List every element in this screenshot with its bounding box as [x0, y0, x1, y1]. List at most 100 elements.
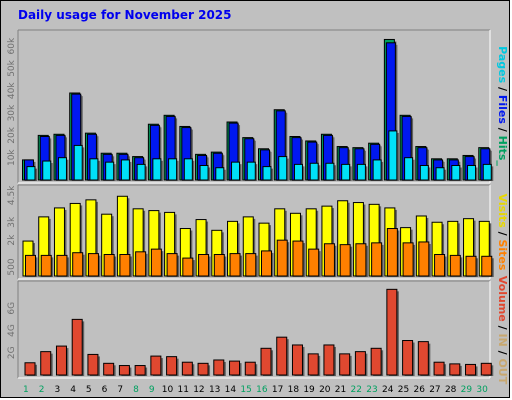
pages-bar-day-18: [293, 163, 303, 181]
sites-bar-day-22: [355, 243, 367, 277]
volume-bar-day-11: [181, 361, 193, 376]
sites-bar-day-17: [276, 239, 288, 277]
pages-bar-day-12: [199, 165, 209, 181]
pages-bar-day-1: [26, 166, 36, 181]
sites-bar-day-27: [434, 254, 446, 277]
panel-volume-ytick-2G: 2G: [7, 346, 17, 359]
day-label-21: 21: [335, 385, 346, 395]
volume-bar-day-2: [40, 351, 52, 376]
day-label-8: 8: [133, 385, 139, 395]
pages-bar-day-27: [435, 167, 445, 181]
day-label-17: 17: [272, 385, 283, 395]
sites-bar-day-28: [449, 254, 461, 277]
panel-hits-ytick-10k: 10k: [7, 149, 17, 166]
day-label-14: 14: [225, 385, 237, 395]
volume-bar-day-5: [87, 353, 99, 376]
pages-bar-day-28: [451, 165, 461, 181]
legend-volume-in-out-part-2: IN: [496, 333, 509, 346]
pages-bar-day-25: [404, 157, 414, 181]
legend-pages-files-hits: Pages / Files / Hits_: [496, 46, 509, 166]
volume-bar-day-8: [134, 365, 146, 376]
day-label-6: 6: [102, 385, 108, 395]
volume-bar-day-16: [260, 347, 272, 376]
volume-bar-day-30: [480, 362, 492, 376]
day-label-25: 25: [398, 385, 409, 395]
day-label-22: 22: [351, 385, 362, 395]
day-label-9: 9: [149, 385, 155, 395]
volume-bar-day-17: [276, 336, 288, 376]
day-label-7: 7: [117, 385, 123, 395]
volume-bar-day-29: [465, 363, 477, 376]
pages-bar-day-11: [183, 158, 193, 181]
panel-hits-ytick-50k: 50k: [7, 59, 17, 76]
pages-bar-day-17: [278, 156, 288, 181]
sites-bar-day-14: [229, 253, 241, 277]
sites-bar-day-30: [481, 255, 493, 277]
panel-hits-ytick-40k: 40k: [7, 82, 17, 99]
sites-bar-day-11: [182, 257, 194, 277]
chart-title: Daily usage for November 2025: [18, 8, 232, 22]
sites-bar-day-25: [402, 242, 414, 277]
day-label-19: 19: [303, 385, 315, 395]
sites-bar-day-7: [119, 254, 131, 277]
sites-bar-day-5: [87, 253, 99, 277]
day-label-11: 11: [177, 385, 188, 395]
sites-bar-day-8: [135, 251, 147, 277]
pages-bar-day-13: [215, 167, 225, 181]
legend-volume-in-out-part-1: /: [496, 322, 509, 334]
day-label-23: 23: [366, 385, 377, 395]
pages-bar-day-14: [231, 161, 241, 181]
day-label-12: 12: [193, 385, 204, 395]
legend-volume-in-out-part-0: Volume: [496, 276, 509, 322]
day-label-20: 20: [319, 385, 331, 395]
sites-bar-day-29: [465, 255, 477, 277]
pages-bar-day-5: [89, 158, 99, 181]
day-label-30: 30: [476, 385, 488, 395]
pages-bar-day-10: [168, 158, 178, 181]
panel-hits-ytick-20k: 20k: [7, 126, 17, 143]
pages-bar-day-8: [136, 163, 146, 181]
volume-bar-day-4: [71, 318, 83, 376]
volume-bar-day-25: [402, 340, 414, 376]
legend-visits-sites: Visits / Sites: [496, 194, 509, 271]
legend-visits-sites-part-0: Visits: [496, 194, 509, 229]
pages-bar-day-23: [372, 159, 382, 181]
sites-bar-day-21: [339, 244, 351, 277]
panel-hits-ytick-60k: 60k: [7, 37, 17, 54]
pages-bar-day-30: [482, 163, 492, 181]
panel-visits-ytick-3k: 3k: [7, 216, 17, 228]
day-label-29: 29: [461, 385, 473, 395]
panel-hits-ytick-30k: 30k: [7, 104, 17, 121]
sites-bar-day-12: [198, 254, 210, 277]
legend-volume-in-out-part-4: OUT: [496, 358, 509, 384]
sites-bar-day-1: [25, 254, 36, 277]
pages-bar-day-4: [73, 144, 83, 181]
day-label-2: 2: [39, 385, 45, 395]
sites-bar-day-10: [166, 253, 178, 277]
volume-bar-day-24: [386, 288, 398, 376]
panel-volume-ytick-6G: 6G: [7, 302, 17, 315]
day-label-16: 16: [256, 385, 268, 395]
sites-bar-day-24: [386, 228, 398, 277]
legend-pages-files-hits-part-0: Pages: [496, 46, 509, 84]
day-label-3: 3: [54, 385, 60, 395]
day-label-5: 5: [86, 385, 92, 395]
pages-bar-day-21: [341, 163, 351, 181]
pages-bar-day-6: [105, 161, 115, 181]
legend-visits-sites-part-2: Sites: [496, 239, 509, 270]
panel-visits-ytick-500: 500: [7, 258, 17, 275]
sites-bar-day-13: [213, 254, 225, 277]
day-label-15: 15: [240, 385, 251, 395]
legend-pages-files-hits-part-1: /: [496, 83, 509, 95]
panel-visits-ytick-4.5k: 4.5k: [7, 185, 17, 205]
pages-bar-day-19: [309, 162, 319, 181]
sites-bar-day-4: [72, 252, 84, 277]
day-label-10: 10: [162, 385, 174, 395]
pages-bar-day-20: [325, 162, 335, 181]
volume-bar-day-27: [433, 361, 445, 376]
pages-bar-day-3: [57, 157, 67, 181]
volume-bar-day-12: [197, 362, 209, 376]
legend-pages-files-hits-part-2: Files: [496, 95, 509, 125]
panel-visits-ytick-2k: 2k: [7, 234, 17, 246]
volume-bar-day-18: [291, 344, 303, 376]
